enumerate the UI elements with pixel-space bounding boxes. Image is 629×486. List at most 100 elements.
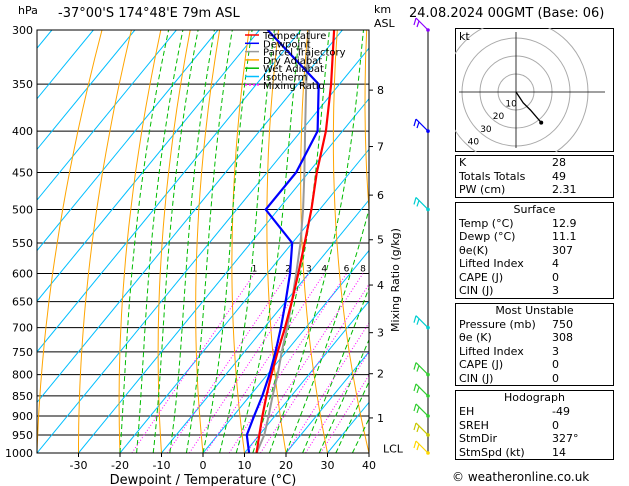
isotherm-line	[119, 148, 369, 453]
table-row: EH -49	[456, 405, 613, 419]
asl-label: ASL	[374, 17, 396, 30]
km-tick-label: 6	[377, 189, 384, 202]
dry-adiabat	[157, 30, 191, 453]
row-label: Dewp (°C)	[459, 230, 516, 243]
pressure-tick-600: 600	[12, 268, 33, 281]
isotherm-line	[78, 97, 369, 453]
mixing-ratio-line	[205, 273, 325, 453]
pressure-tick-850: 850	[12, 390, 33, 403]
isotherm-line	[37, 30, 302, 353]
row-label: CAPE (J)	[459, 358, 504, 371]
row-label: CIN (J)	[459, 371, 494, 385]
row-label: θe (K)	[459, 331, 492, 344]
dry-adiabat	[118, 30, 162, 453]
x-tick-label: -20	[111, 459, 129, 472]
legend-label: Temperature	[262, 31, 326, 42]
wind-barb	[413, 422, 429, 436]
wet-adiabat	[219, 30, 275, 453]
legend-label: Parcel Trajectory	[263, 48, 346, 59]
wind-barb-point	[426, 28, 430, 32]
row-value: 327°	[552, 432, 579, 445]
row-value: 14	[552, 445, 566, 459]
wind-barb-point	[426, 129, 430, 133]
km-tick-label: 4	[377, 279, 384, 292]
wet-adiabat	[302, 286, 369, 453]
pressure-tick-400: 400	[12, 125, 33, 138]
storm-motion-point	[539, 120, 544, 125]
row-value: 0	[552, 371, 559, 385]
mixing-ratio-label: 4	[321, 265, 327, 275]
wet-adiabat	[335, 380, 369, 453]
table-row: θe (K) 308	[456, 331, 613, 345]
wind-barb	[413, 118, 429, 132]
isotherm-line	[244, 300, 369, 453]
mixing-ratio-line	[260, 283, 369, 453]
wind-barb	[413, 315, 429, 329]
mixing-ratio-line	[286, 321, 369, 453]
table-row: K 28	[456, 156, 613, 170]
wind-barb	[413, 383, 429, 397]
surface-title: Surface	[513, 202, 556, 216]
wet-adiabat	[185, 30, 233, 453]
table-row: Pressure (mb) 750	[456, 318, 613, 332]
row-value: 4	[552, 257, 559, 270]
temperature-line	[255, 30, 336, 453]
row-value: 28	[552, 156, 566, 169]
dry-adiabat	[195, 30, 221, 453]
hodograph-ring-label: 20	[493, 112, 505, 122]
wet-adiabat	[235, 30, 301, 453]
wet-adiabat	[152, 30, 199, 453]
most-unstable-title: Most Unstable	[495, 303, 574, 317]
surface-box: Surface Temp (°C) 12.9 Dewp (°C) 11.1 θe(K) 3…	[455, 201, 614, 299]
dry-adiabat	[300, 30, 328, 453]
table-row: CIN (J) 3	[456, 284, 613, 298]
legend-label: Isotherm	[263, 73, 307, 84]
dry-adiabat	[37, 30, 103, 453]
legend-label: Mixing Ratio	[263, 81, 325, 92]
row-label: StmDir	[459, 432, 498, 445]
pressure-tick-650: 650	[12, 296, 33, 309]
table-row: CAPE (J) 0	[456, 358, 613, 372]
row-value: 307	[552, 243, 573, 257]
mixing-ratio-line	[246, 273, 364, 453]
x-tick-label: 40	[362, 459, 376, 472]
wind-barb-point	[426, 451, 430, 455]
row-label: SREH	[459, 418, 489, 432]
table-row: PW (cm) 2.31	[456, 183, 613, 197]
pressure-tick-300: 300	[12, 24, 33, 37]
pressure-tick-450: 450	[12, 166, 33, 179]
hodograph-unit-label: kt	[459, 30, 470, 43]
mixing-ratio-label: 6	[344, 265, 350, 275]
x-tick-label: 20	[279, 459, 293, 472]
hodograph-trace	[515, 91, 542, 124]
dewpoint-line	[245, 30, 320, 453]
pressure-tick-800: 800	[12, 369, 33, 382]
km-tick-label: 3	[377, 327, 384, 340]
row-label: CAPE (J)	[459, 270, 504, 284]
row-label: θe(K)	[459, 243, 489, 257]
wind-barb-point	[426, 372, 430, 377]
x-axis-label: Dewpoint / Temperature (°C)	[110, 473, 297, 486]
mixing-ratio-label: 8	[360, 265, 366, 275]
pressure-tick-950: 950	[12, 429, 33, 442]
table-row: Lifted Index 4	[456, 257, 613, 271]
indices-box: K 28 Totals Totals 49 PW (cm) 2.31	[455, 155, 614, 198]
mixing-ratio-axis-label: Mixing Ratio (g/kg)	[389, 228, 402, 332]
table-row: SREH 0	[456, 419, 613, 433]
wind-barb	[413, 197, 429, 210]
km-label: km	[374, 3, 391, 16]
isotherm-line	[37, 30, 177, 201]
row-label: EH	[459, 405, 475, 418]
dry-adiabat	[78, 30, 132, 453]
isotherm-line	[37, 30, 260, 302]
x-tick-label: 0	[200, 459, 207, 472]
legend-label: Dry Adiabat	[263, 56, 322, 67]
copyright-footer: © weatheronline.co.uk	[452, 470, 590, 484]
location-title: -37°00'S 174°48'E 79m ASL	[58, 6, 240, 21]
row-value: 3	[552, 344, 559, 358]
row-label: PW (cm)	[459, 183, 506, 196]
table-row: StmDir 327°	[456, 432, 613, 446]
legend-label: Dewpoint	[263, 39, 311, 50]
mixing-ratio-label: 20	[413, 265, 425, 275]
